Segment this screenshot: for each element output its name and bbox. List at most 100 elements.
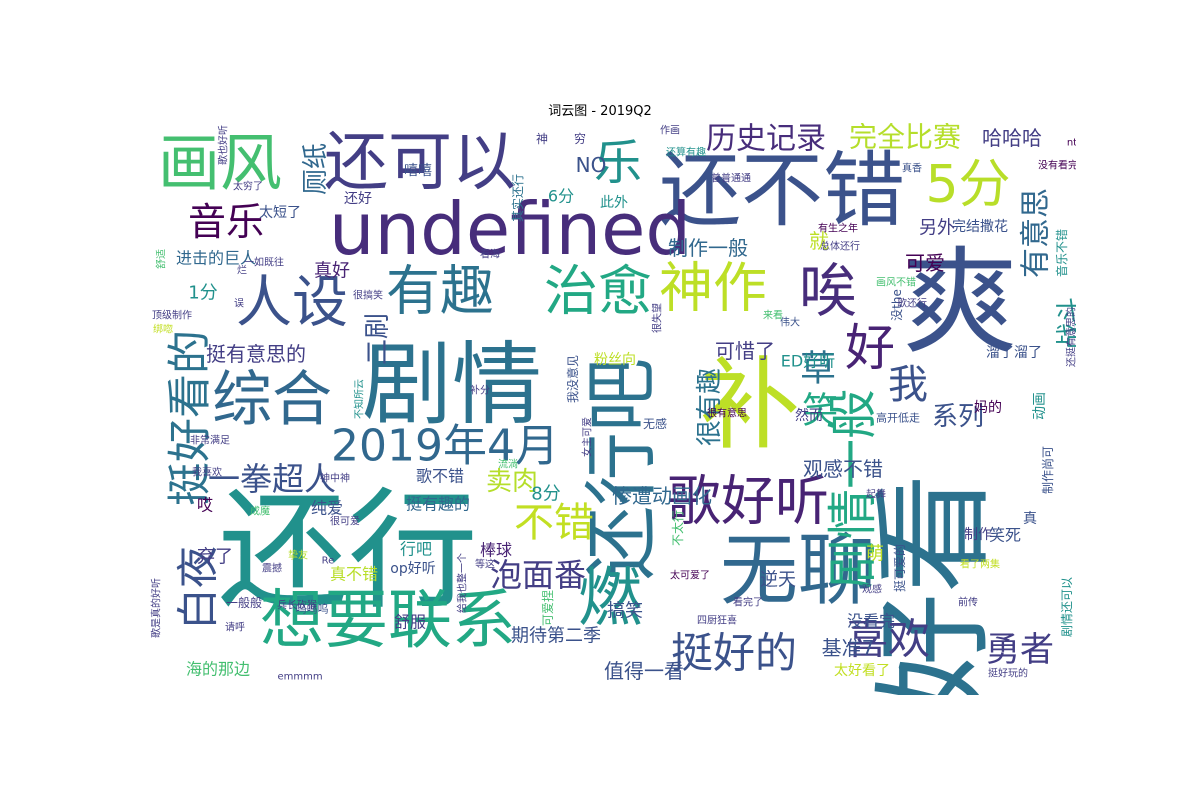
word-33: 笑 (802, 391, 838, 432)
word-11: 还可以 (324, 126, 516, 200)
word-3: 剧情 (362, 333, 542, 438)
word-112: 还算有趣 (666, 146, 706, 159)
word-157: 舒适 (155, 249, 168, 269)
word-116: 真香 (902, 162, 922, 175)
word-58: 就 (809, 229, 829, 253)
word-10: 画风 (158, 127, 282, 200)
word-8: 无聊 (720, 526, 876, 616)
word-23-2019-4: 2019年4月 (331, 421, 559, 472)
word-52: 可惜了 (715, 339, 775, 363)
word-17: 人设 (236, 271, 348, 336)
word-87: 太好看了 (834, 663, 890, 679)
word-135: 非常满足 (190, 434, 230, 447)
word-70: 棒球 (480, 541, 512, 560)
word-85: 此外 (600, 195, 628, 211)
word-18: 神作 (659, 257, 767, 320)
word-156: 看了两集 (960, 558, 1000, 571)
word-148: 流淌 (498, 458, 518, 471)
word-37: 历史记录 (706, 123, 826, 157)
word-74: 行吧 (400, 540, 432, 559)
word-134: 绑唿 (153, 323, 173, 336)
word-90-op: op好听 (390, 561, 435, 577)
word-78: 真不错 (330, 565, 378, 584)
word-6-undefined: undefined (329, 187, 691, 271)
word-108: 四厨狂喜 (697, 614, 737, 627)
word-110: 神 (536, 132, 548, 146)
word-76: 歌不错 (416, 467, 464, 486)
word-103: 制作尚可 (1041, 446, 1055, 494)
word-30: 我 (888, 362, 928, 408)
word-88: 制作 (964, 527, 992, 543)
word-89: 动画 (1032, 392, 1048, 420)
word-35: 一拳超人 (208, 460, 336, 498)
word-139: 很可爱 (330, 515, 360, 528)
word-7: 还行吧 (579, 358, 665, 580)
word-86: 真 (1023, 511, 1037, 527)
word-91: 一般般 (226, 595, 262, 610)
word-46: 哈哈哈 (982, 126, 1042, 150)
word-59-no: NO (576, 153, 607, 177)
word-146: 请呼 (225, 621, 245, 634)
word-36: 泡面番 (490, 556, 586, 594)
word-115: 总体还行 (820, 240, 860, 253)
word-142: 震撼 (262, 562, 282, 575)
word-15: 治愈 (544, 260, 652, 323)
word-114: 有生之年 (818, 222, 858, 235)
word-55: 期待第二季 (511, 626, 601, 647)
word-100: 其实还行 (510, 174, 525, 222)
word-113: 普普通通 (711, 172, 751, 185)
word-72: 进击的巨人 (176, 249, 256, 268)
word-4: 补 (700, 347, 800, 464)
word-67: 笑死 (989, 526, 1021, 545)
word-141-re: Re (322, 556, 335, 567)
word-40: 很有趣 (695, 368, 725, 446)
word-27: 挺好的 (671, 629, 797, 678)
word-63: 搞笑 (607, 601, 643, 622)
word-121: 画风不错 (876, 276, 916, 289)
word-92-the: 没the (889, 289, 904, 321)
word-19: 唉 (799, 257, 857, 325)
word-126: 很失望 (651, 303, 664, 333)
word-42: 厕纸 (301, 143, 331, 195)
word-83: 还好 (344, 191, 372, 207)
word-75: 纯爱 (311, 499, 343, 518)
word-61: 萌 (866, 544, 884, 565)
word-101: 音乐不错 (1054, 229, 1069, 277)
word-50: 制作一般 (668, 236, 748, 260)
word-95: 哎 (197, 496, 213, 515)
word-0: 还行 (218, 475, 478, 627)
word-53-7: 基准7 (822, 636, 875, 660)
word-32: 草 (800, 349, 836, 390)
word-158: 误 (234, 298, 244, 310)
word-152: 起舞 (866, 489, 886, 501)
word-77: 舒服 (394, 613, 426, 632)
word-127: 补分 (470, 384, 490, 397)
word-80: 溜了溜了 (986, 345, 1042, 361)
word-98: 不太行 (670, 510, 685, 546)
word-144: 给我也整一个 (456, 553, 469, 613)
word-66-6: 6分 (548, 187, 574, 206)
word-12: 燃 (578, 562, 642, 636)
word-69: 逆天 (760, 570, 796, 591)
word-41: 二刷 (363, 313, 393, 365)
word-56-8: 8分 (531, 484, 560, 505)
word-104: 无感 (643, 416, 667, 431)
word-128: 不知所云 (353, 379, 366, 419)
word-16: 有趣 (386, 260, 494, 323)
word-13: 综合 (212, 365, 332, 435)
word-145: 歌是真的好听 (150, 578, 163, 638)
word-143: 等这 (475, 558, 495, 571)
word-118-ntr: ntr (1067, 138, 1076, 149)
word-48: 观感不错 (803, 457, 883, 481)
word-133: 顶级制作 (152, 309, 192, 322)
word-47: 挺有意思的 (206, 342, 306, 366)
word-28: 白夜 (174, 546, 223, 630)
word-22: 剧情一般 (824, 389, 882, 589)
word-151: 看完了 (733, 596, 763, 609)
word-1: 好看 (866, 473, 1005, 695)
word-105: 呜呜呜 (296, 602, 329, 616)
word-154: 前传 (958, 596, 978, 609)
word-31: 音乐 (188, 200, 264, 244)
